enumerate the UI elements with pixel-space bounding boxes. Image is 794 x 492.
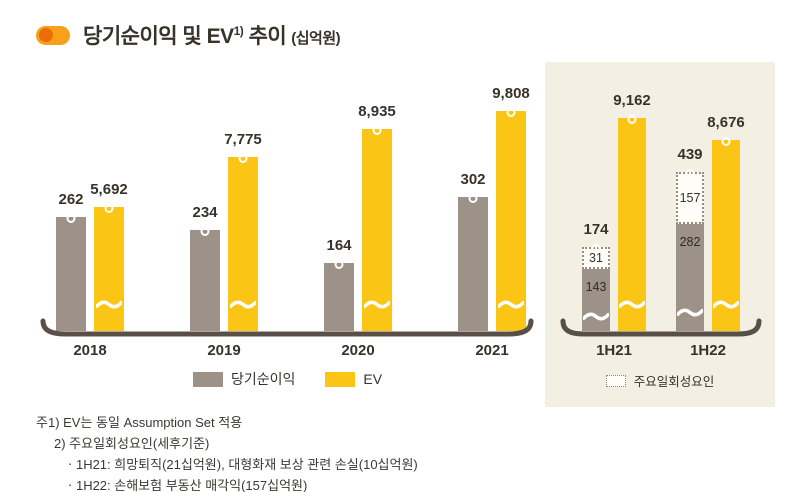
value-label-ev-2019: 7,775 <box>224 131 262 148</box>
chart-title-footnote-ref: 1) <box>233 24 244 38</box>
bar-ev-2018 <box>94 204 124 331</box>
panel-legend: 주요일회성요인 <box>545 371 775 390</box>
bar-top-marker <box>468 194 478 203</box>
legend-item-ev: EV <box>325 371 382 387</box>
base-value-1h22: 282 <box>679 235 701 249</box>
footnote-1: 주1) EV는 동일 Assumption Set 적용 <box>36 415 243 430</box>
bar-net-income-1h21: 31 143 <box>582 244 610 331</box>
value-label-net-2021: 302 <box>460 171 486 188</box>
bar-ev-2020 <box>362 126 392 331</box>
bar-top-marker <box>721 137 731 146</box>
x-axis-label-2018: 2018 <box>73 342 107 359</box>
value-label-ev-2018: 5,692 <box>90 181 128 198</box>
bar-top-marker <box>591 244 601 253</box>
one-off-segment-1h22: 157 <box>676 172 704 224</box>
value-label-ev-2020: 8,935 <box>358 103 396 120</box>
bar-top-marker <box>66 214 76 223</box>
bar-net-income-1h22: 157 282 <box>676 169 704 331</box>
bar-net-income-2019 <box>190 227 220 331</box>
chart-title-tail: 추이 <box>243 25 287 48</box>
value-label-net-2018: 262 <box>58 191 84 208</box>
one-off-value-1h22: 157 <box>679 191 701 205</box>
bar-top-marker <box>506 108 516 117</box>
base-segment-1h22: 282 <box>676 224 704 331</box>
x-axis-label-1h22: 1H22 <box>690 342 726 359</box>
bar-ev-2021 <box>496 108 526 331</box>
axis-break-wave <box>364 300 390 309</box>
one-off-segment-1h21: 31 <box>582 247 610 269</box>
axis-break-wave <box>619 300 645 309</box>
chart-unit-label: (십억원) <box>291 30 341 47</box>
footnote-3: ㆍ1H21: 희망퇴직(21십억원), 대형화재 보상 관련 손실(10십억원) <box>64 457 418 472</box>
chart-title: 당기순이익 및 EV1) 추이 (십억원) <box>83 20 341 50</box>
bar-top-marker <box>238 154 248 163</box>
axis-break-wave <box>498 300 524 309</box>
net-income-swatch-icon <box>192 371 223 387</box>
base-segment-1h21: 143 <box>582 269 610 331</box>
chart-title-main: 당기순이익 및 EV <box>83 25 234 48</box>
bar-ev-2019 <box>228 154 258 331</box>
bar-top-marker <box>627 115 637 124</box>
legend-label-ev: EV <box>363 371 383 387</box>
ev-swatch-icon <box>325 371 356 387</box>
base-value-1h21: 143 <box>585 280 607 294</box>
footnote-4: ㆍ1H22: 손해보험 부동산 매각익(157십억원) <box>64 478 308 492</box>
panel-chart-baseline <box>560 318 762 337</box>
value-label-net-1h22: 439 <box>677 146 703 163</box>
legend-item-net-income: 당기순이익 <box>192 369 296 389</box>
axis-break-wave <box>583 312 609 321</box>
axis-break-wave <box>677 308 703 317</box>
bar-net-income-2018 <box>56 214 86 331</box>
x-axis-label-1h21: 1H21 <box>596 342 632 359</box>
title-bullet-dot <box>39 28 53 42</box>
axis-break-wave <box>96 300 122 309</box>
bar-top-marker <box>334 260 344 269</box>
bar-net-income-2021 <box>458 194 488 331</box>
value-label-net-1h21: 174 <box>583 221 609 238</box>
main-chart-baseline <box>40 318 534 337</box>
axis-break-wave <box>713 300 739 309</box>
value-label-net-2020: 164 <box>326 237 352 254</box>
title-bullet-icon <box>36 25 70 45</box>
value-label-ev-1h22: 8,676 <box>707 114 745 131</box>
main-legend: 당기순이익 EV <box>40 369 535 389</box>
bar-ev-1h22 <box>712 137 740 331</box>
bar-top-marker <box>104 204 114 213</box>
x-axis-label-2019: 2019 <box>207 342 241 359</box>
bar-ev-1h21 <box>618 115 646 331</box>
value-label-net-2019: 234 <box>192 204 218 221</box>
footnote-2: 2) 주요일회성요인(세후기준) <box>54 436 210 451</box>
bar-top-marker <box>685 169 695 178</box>
legend-label-one-off: 주요일회성요인 <box>633 375 715 389</box>
bar-top-marker <box>372 126 382 135</box>
value-label-ev-1h21: 9,162 <box>613 92 651 109</box>
chart-header: 당기순이익 및 EV1) 추이 (십억원) <box>36 20 341 50</box>
x-axis-label-2020: 2020 <box>341 342 375 359</box>
one-off-value-1h21: 31 <box>589 251 603 265</box>
legend-label-net-income: 당기순이익 <box>230 371 296 387</box>
one-off-swatch-icon <box>605 374 626 387</box>
bar-top-marker <box>200 227 210 236</box>
bar-net-income-2020 <box>324 260 354 331</box>
value-label-ev-2021: 9,808 <box>492 85 530 102</box>
axis-break-wave <box>230 300 256 309</box>
x-axis-label-2021: 2021 <box>475 342 509 359</box>
